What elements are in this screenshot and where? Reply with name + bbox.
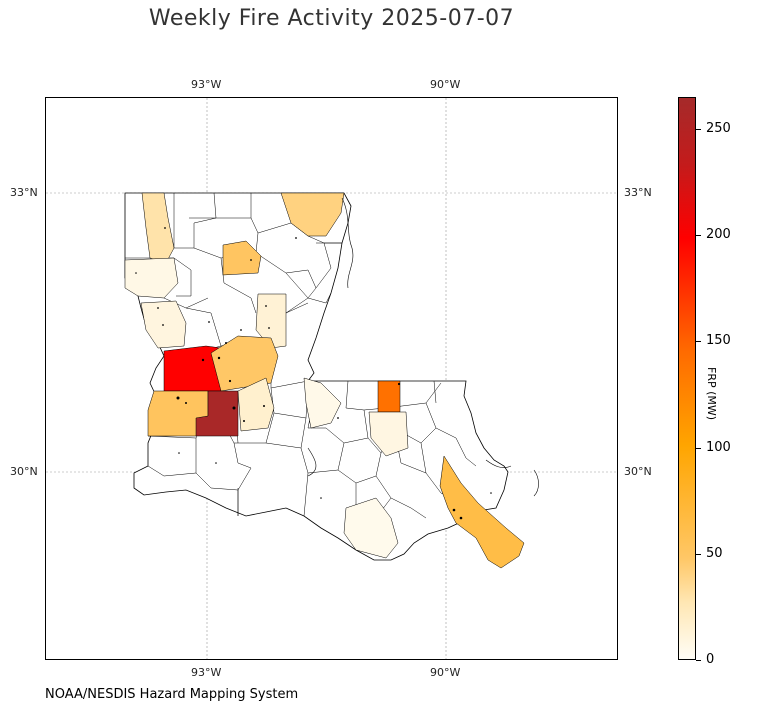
colorbar-tick (696, 235, 701, 237)
lat-label-right-33: 33°N (624, 186, 652, 199)
colorbar-tick (696, 341, 701, 343)
colorbar-title: FRP (MW) (705, 367, 718, 421)
parish-fill-15 (439, 455, 525, 569)
lon-label-bottom-90: 90°W (430, 666, 461, 679)
parish-fills (124, 192, 525, 569)
parish-fill-6 (255, 293, 287, 349)
parish-fill-2 (280, 192, 345, 237)
parish-fill-1 (141, 192, 175, 264)
parish-fill-16 (343, 497, 399, 559)
parish-fill-3 (222, 240, 262, 276)
map-canvas[interactable] (46, 98, 618, 660)
colorbar-tick (696, 447, 701, 449)
colorbar (678, 97, 696, 660)
gridlines (46, 98, 617, 659)
lat-label-right-30: 30°N (624, 465, 652, 478)
lon-label-top-93: 93°W (191, 78, 222, 91)
parish-fill-14 (303, 377, 342, 429)
lon-label-bottom-93: 93°W (191, 666, 222, 679)
data-credit: NOAA/NESDIS Hazard Mapping System (45, 687, 299, 702)
parish-fill-11 (237, 377, 275, 432)
colorbar-tick-label: 200 (706, 227, 731, 243)
colorbar-tick-label: 100 (706, 439, 731, 455)
parish-fill-4 (124, 257, 179, 299)
parish-fill-13 (368, 411, 409, 457)
colorbar-tick (696, 660, 701, 661)
map-title: Weekly Fire Activity 2025-07-07 (148, 6, 515, 31)
parish-fill-12 (377, 380, 401, 413)
lat-label-left-30: 30°N (10, 465, 38, 478)
colorbar-tick-label: 250 (706, 120, 731, 136)
lon-label-top-90: 90°W (430, 78, 461, 91)
lat-label-left-33: 33°N (10, 186, 38, 199)
colorbar-tick (696, 128, 701, 130)
fire-points (135, 227, 492, 520)
colorbar-tick-label: 0 (706, 652, 715, 667)
colorbar-tick-label: 50 (706, 545, 723, 561)
coast-details (307, 197, 539, 497)
map-frame[interactable] (45, 97, 618, 660)
colorbar-tick-label: 150 (706, 333, 731, 349)
colorbar-tick (696, 553, 701, 555)
